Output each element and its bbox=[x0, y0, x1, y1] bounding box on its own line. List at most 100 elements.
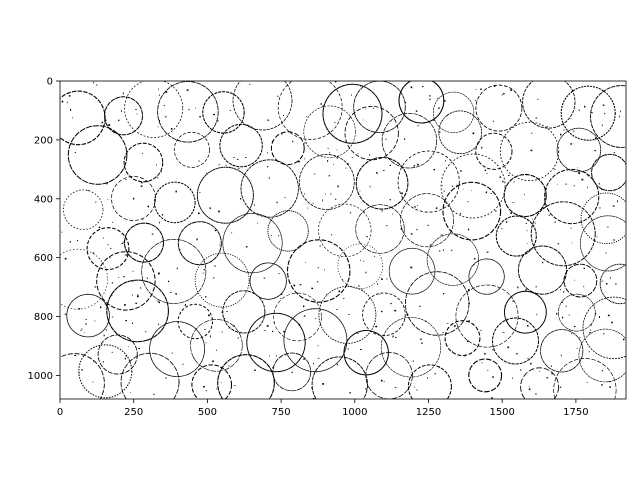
edge-speck bbox=[435, 373, 436, 374]
edge-speck bbox=[563, 291, 564, 292]
x-tick-label: 250 bbox=[124, 407, 143, 418]
edge-speck bbox=[577, 168, 578, 169]
edge-speck bbox=[601, 156, 602, 157]
edge-speck bbox=[335, 82, 337, 83]
edge-speck bbox=[65, 258, 67, 260]
edge-speck bbox=[322, 383, 324, 385]
edge-speck bbox=[147, 278, 148, 279]
edge-speck bbox=[411, 87, 413, 89]
edge-speck bbox=[363, 120, 364, 121]
edge-speck bbox=[317, 281, 318, 282]
edge-speck bbox=[111, 295, 113, 296]
edge-speck bbox=[469, 320, 470, 321]
edge-speck bbox=[112, 282, 113, 283]
edge-speck bbox=[280, 298, 281, 299]
edge-speck bbox=[460, 213, 461, 215]
edge-speck bbox=[360, 349, 362, 350]
edge-speck bbox=[158, 273, 160, 275]
edge-speck bbox=[603, 105, 605, 106]
edge-speck bbox=[525, 289, 526, 290]
edge-speck bbox=[321, 103, 322, 104]
edge-speck bbox=[602, 125, 603, 127]
edge-speck bbox=[536, 393, 537, 395]
edge-speck bbox=[159, 120, 160, 122]
edge-speck bbox=[217, 121, 219, 122]
edge-speck bbox=[425, 321, 426, 322]
edge-speck bbox=[199, 192, 200, 193]
edge-speck bbox=[61, 232, 62, 233]
edge-speck bbox=[84, 332, 85, 333]
edge-speck bbox=[342, 279, 343, 280]
edge-speck bbox=[443, 250, 444, 251]
x-tick-label: 1250 bbox=[416, 407, 441, 418]
edge-speck bbox=[88, 190, 90, 191]
edge-speck bbox=[125, 179, 127, 180]
edge-speck bbox=[365, 388, 367, 389]
edge-speck bbox=[350, 392, 351, 393]
edge-speck bbox=[547, 377, 549, 378]
edge-speck bbox=[613, 240, 615, 241]
edge-speck bbox=[145, 331, 147, 332]
edge-speck bbox=[613, 206, 615, 207]
edge-speck bbox=[597, 237, 598, 238]
edge-speck bbox=[506, 321, 508, 322]
edge-speck bbox=[609, 386, 610, 388]
edge-speck bbox=[245, 157, 247, 158]
edge-speck bbox=[564, 129, 565, 131]
edge-speck bbox=[292, 141, 293, 142]
edge-speck bbox=[189, 109, 190, 110]
edge-speck bbox=[603, 333, 604, 334]
edge-speck bbox=[376, 172, 378, 173]
edge-speck bbox=[443, 191, 445, 192]
x-tick-label: 750 bbox=[272, 407, 291, 418]
edge-speck bbox=[393, 336, 394, 338]
edge-speck bbox=[542, 262, 543, 263]
edge-speck bbox=[569, 315, 570, 316]
edge-speck bbox=[337, 364, 338, 365]
edge-speck bbox=[416, 229, 417, 230]
edge-speck bbox=[170, 292, 172, 293]
edge-speck bbox=[306, 116, 307, 117]
edge-speck bbox=[218, 211, 220, 213]
edge-speck bbox=[445, 160, 446, 162]
edge-speck bbox=[86, 323, 87, 325]
edge-speck bbox=[520, 369, 521, 370]
edge-speck bbox=[516, 353, 517, 354]
edge-speck bbox=[194, 357, 195, 359]
y-tick-label: 0 bbox=[47, 77, 53, 88]
edge-speck bbox=[327, 148, 329, 149]
edge-speck bbox=[392, 214, 393, 215]
edge-speck bbox=[162, 214, 163, 216]
edge-speck bbox=[526, 174, 527, 176]
x-tick-label: 1000 bbox=[342, 407, 367, 418]
edge-speck bbox=[421, 343, 423, 344]
edge-speck bbox=[366, 236, 368, 237]
edge-speck bbox=[96, 85, 97, 86]
edge-speck bbox=[123, 93, 124, 95]
edge-speck bbox=[528, 358, 529, 359]
edge-speck bbox=[531, 150, 533, 152]
edge-speck bbox=[387, 278, 388, 279]
edge-speck bbox=[468, 229, 469, 231]
edge-speck bbox=[535, 223, 536, 224]
edge-speck bbox=[161, 171, 162, 172]
edge-speck bbox=[132, 323, 133, 324]
edge-speck bbox=[272, 331, 273, 332]
edge-speck bbox=[527, 243, 528, 244]
edge-speck bbox=[571, 243, 572, 244]
edge-speck bbox=[486, 192, 487, 194]
edge-speck bbox=[267, 166, 268, 167]
edge-speck bbox=[148, 206, 150, 208]
edge-speck bbox=[81, 330, 82, 331]
edge-speck bbox=[610, 277, 611, 279]
edge-speck bbox=[69, 95, 71, 96]
edge-speck bbox=[601, 189, 603, 190]
edge-speck bbox=[304, 143, 306, 144]
edge-speck bbox=[153, 394, 154, 395]
edge-speck bbox=[566, 306, 567, 308]
edge-speck bbox=[264, 278, 266, 279]
edge-speck bbox=[281, 356, 282, 357]
edge-speck bbox=[447, 115, 448, 116]
edge-speck bbox=[187, 89, 189, 91]
edge-speck bbox=[503, 93, 504, 94]
